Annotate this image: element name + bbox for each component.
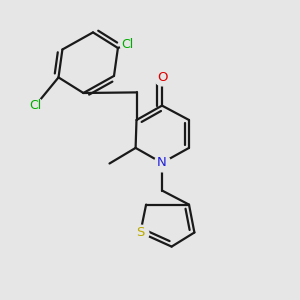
Text: O: O — [157, 71, 167, 84]
Text: S: S — [136, 226, 145, 239]
Text: Cl: Cl — [122, 38, 134, 51]
Text: Cl: Cl — [29, 99, 41, 112]
Text: N: N — [157, 156, 167, 170]
